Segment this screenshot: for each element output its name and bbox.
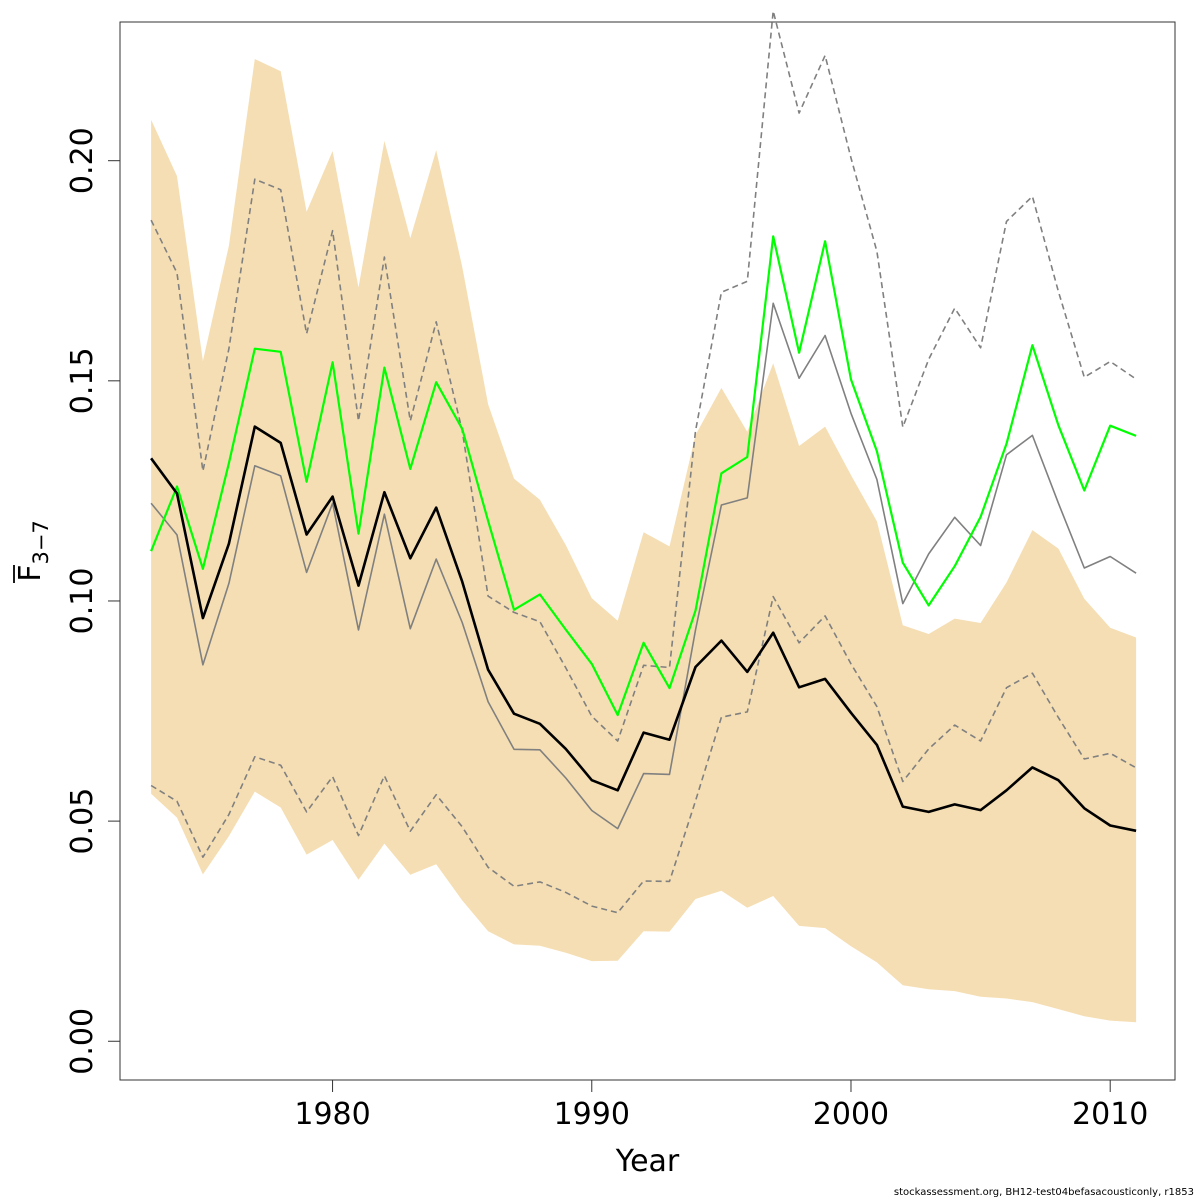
series-line-grey xyxy=(150,302,1137,830)
confidence-band-layer xyxy=(151,59,1137,1023)
y-axis-label-text: F3−7 xyxy=(13,520,53,582)
series-line-green xyxy=(150,235,1137,717)
confidence-band xyxy=(151,59,1137,1023)
x-tick-label: 2010 xyxy=(1072,1097,1148,1132)
y-axis-label-subscript: 3−7 xyxy=(29,520,53,564)
x-tick-label: 2000 xyxy=(813,1097,889,1132)
series-line-black xyxy=(150,425,1137,833)
y-tick-label: 0.20 xyxy=(65,127,100,194)
series-line-upper-dashed xyxy=(150,10,1137,742)
x-tick-label: 1980 xyxy=(294,1097,370,1132)
y-axis: 0.00 0.05 0.10 0.15 0.20 xyxy=(65,127,121,1075)
y-axis-label: F3−7 xyxy=(13,520,53,583)
footer-source-text: stockassessment.org, BH12-test04befasaco… xyxy=(893,1187,1194,1198)
y-axis-label-main: F xyxy=(13,565,48,582)
y-tick-label: 0.05 xyxy=(65,788,100,855)
series-layer xyxy=(150,10,1137,914)
series-line-lower-dashed xyxy=(150,595,1137,914)
x-axis-label: Year xyxy=(615,1144,680,1179)
y-tick-label: 0.10 xyxy=(65,568,100,635)
x-axis: 1980 1990 2000 2010 xyxy=(294,1079,1148,1132)
x-tick-label: 1990 xyxy=(554,1097,630,1132)
y-tick-label: 0.00 xyxy=(65,1008,100,1075)
y-tick-label: 0.15 xyxy=(65,347,100,414)
